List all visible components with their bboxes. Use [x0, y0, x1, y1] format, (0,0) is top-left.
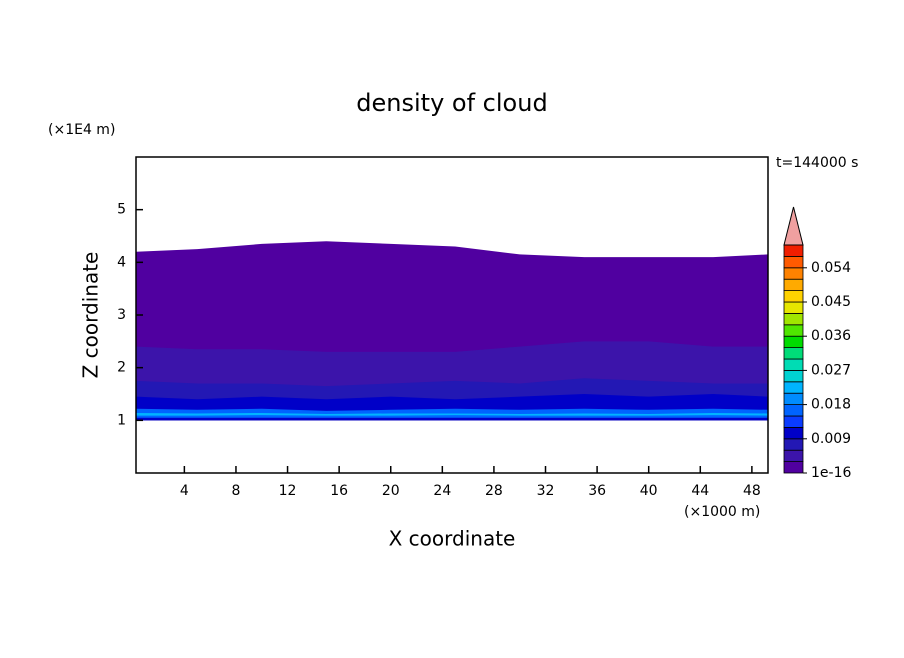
x-tick-label: 12 — [279, 483, 297, 499]
y-tick-label: 4 — [117, 254, 126, 270]
colorbar-band — [783, 244, 804, 257]
x-tick-label: 20 — [382, 483, 400, 499]
x-tick-label: 32 — [537, 483, 555, 499]
colorbar-label: 0.009 — [811, 431, 851, 447]
colorbar-band — [783, 324, 804, 337]
y-tick-label: 3 — [117, 307, 126, 323]
colorbar-band — [783, 335, 804, 349]
colorbar-over — [783, 206, 804, 246]
x-tick-label: 28 — [485, 483, 503, 499]
colorbar-band — [783, 438, 804, 451]
colorbar-band — [783, 255, 804, 269]
time-label: t=144000 s — [776, 155, 858, 171]
colorbar-band — [783, 404, 804, 417]
y-axis-label: Z coordinate — [79, 252, 103, 379]
y-tick-label: 1 — [117, 412, 126, 428]
colorbar-label: 0.018 — [811, 397, 851, 413]
x-tick-label: 16 — [330, 483, 348, 499]
x-tick-label: 24 — [433, 483, 451, 499]
y-tick-label: 2 — [117, 360, 126, 376]
y-unit: (×1E4 m) — [48, 122, 115, 138]
colorbar-band — [783, 347, 804, 360]
x-axis-label: X coordinate — [389, 527, 516, 551]
x-tick-label: 48 — [743, 483, 761, 499]
colorbar-label: 0.054 — [811, 260, 851, 276]
x-unit: (×1000 m) — [684, 504, 760, 520]
colorbar-band — [783, 449, 804, 463]
colorbar-band — [783, 392, 804, 406]
colorbar-label: 0.045 — [811, 294, 851, 310]
colorbar-band — [783, 415, 804, 428]
colorbar-label: 1e-16 — [811, 465, 851, 481]
colorbar-band — [783, 290, 804, 303]
colorbar-band — [783, 278, 804, 292]
contour-layer — [136, 412, 768, 416]
colorbar-band — [783, 267, 804, 280]
x-tick-label: 44 — [691, 483, 709, 499]
y-tick-label: 5 — [117, 202, 126, 218]
colorbar-band — [783, 426, 804, 440]
colorbar-band — [783, 301, 804, 314]
colorbar-label: 0.036 — [811, 328, 851, 344]
x-tick-label: 36 — [588, 483, 606, 499]
colorbar-band — [783, 312, 804, 326]
colorbar-band — [783, 381, 804, 394]
x-tick-label: 8 — [231, 483, 240, 499]
colorbar-band — [783, 461, 804, 474]
colorbar-band — [783, 369, 804, 383]
x-tick-label: 40 — [640, 483, 658, 499]
x-tick-label: 4 — [180, 483, 189, 499]
chart-title: density of cloud — [356, 89, 547, 117]
colorbar-band — [783, 358, 804, 371]
colorbar-label: 0.027 — [811, 362, 851, 378]
